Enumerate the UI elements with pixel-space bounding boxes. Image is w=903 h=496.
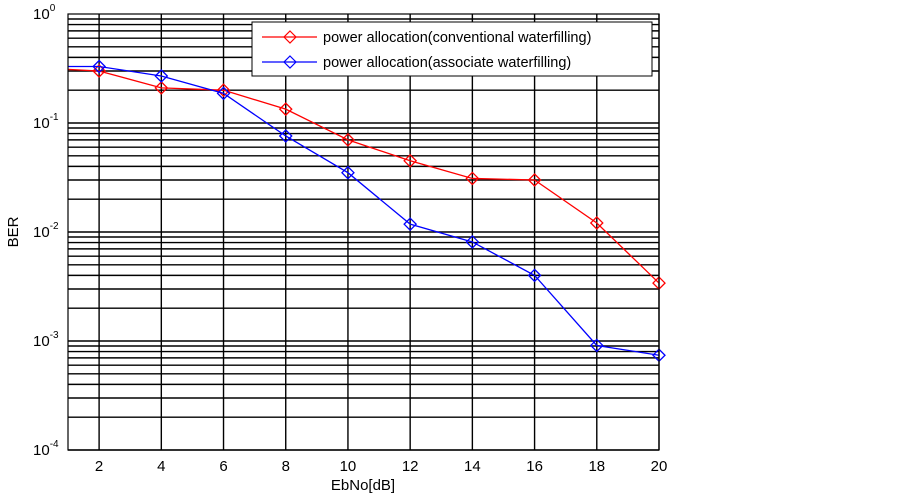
data-point-marker <box>278 129 293 143</box>
x-tick-label: 10 <box>340 458 357 475</box>
x-axis-label: EbNo[dB] <box>331 477 395 494</box>
data-point-marker <box>403 217 418 232</box>
data-point-marker <box>154 69 169 83</box>
legend: power allocation(conventional waterfilli… <box>251 21 653 77</box>
y-tick-label: 10-1 <box>33 112 59 132</box>
series-line-1 <box>68 65 660 356</box>
legend-marker-red <box>283 30 297 44</box>
y-axis-label: BER <box>5 216 22 247</box>
x-tick-label: 12 <box>402 458 419 475</box>
data-point-marker <box>403 153 418 168</box>
data-point-marker <box>278 102 293 117</box>
data-point-marker <box>589 338 604 353</box>
x-tick-label: 14 <box>464 458 481 475</box>
series-line-0 <box>67 68 660 284</box>
data-point-marker <box>216 86 231 101</box>
grid <box>68 14 660 451</box>
data-point-marker <box>154 80 169 95</box>
data-point-marker <box>589 216 604 230</box>
legend-label-associate: power allocation(associate waterfilling) <box>323 55 571 71</box>
x-tick-labels: 2 4 6 8 10 12 14 16 18 20 <box>95 458 667 475</box>
x-tick-label: 2 <box>95 458 103 475</box>
y-tick-label: 100 <box>33 3 56 23</box>
data-point-marker <box>527 268 542 283</box>
legend-label-conventional: power allocation(conventional waterfilli… <box>323 30 591 46</box>
data-point-marker <box>341 165 355 180</box>
data-point-marker <box>216 83 231 98</box>
data-point-marker <box>527 173 542 187</box>
data-point-marker <box>465 171 480 186</box>
data-point-marker <box>92 59 107 74</box>
series-layer <box>67 59 666 363</box>
y-tick-label: 10-3 <box>33 330 59 350</box>
x-tick-label: 6 <box>219 458 227 475</box>
data-point-marker <box>341 132 355 147</box>
legend-box <box>251 21 653 77</box>
y-tick-labels: 100 10-1 10-2 10-3 10-4 <box>33 3 59 459</box>
legend-marker-blue <box>283 55 297 69</box>
x-tick-label: 20 <box>651 458 668 475</box>
axes-box <box>67 13 660 451</box>
y-tick-label: 10-2 <box>33 221 59 241</box>
x-tick-label: 4 <box>157 458 165 475</box>
y-tick-label: 10-4 <box>33 439 59 459</box>
x-tick-label: 18 <box>588 458 605 475</box>
x-tick-label: 16 <box>526 458 543 475</box>
x-tick-label: 8 <box>282 458 290 475</box>
data-point-marker <box>465 235 480 249</box>
